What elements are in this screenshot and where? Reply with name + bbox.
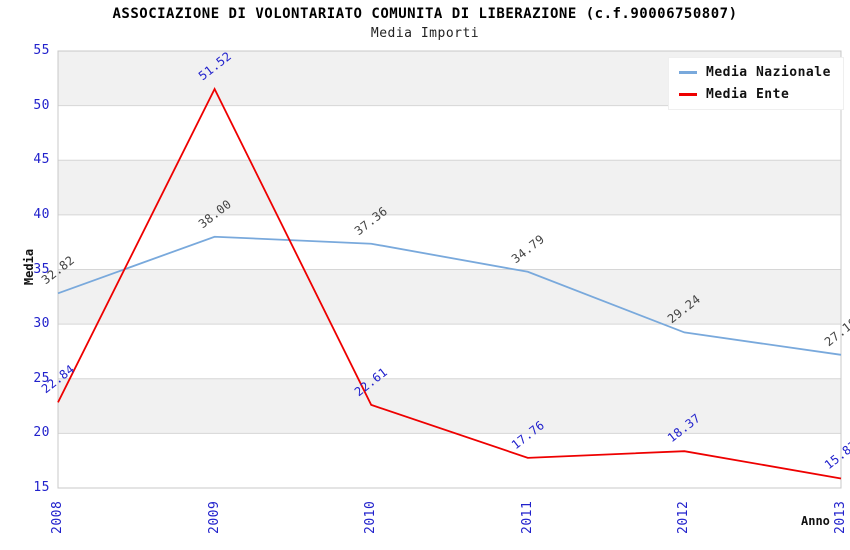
legend-label: Media Nazionale	[706, 65, 831, 80]
x-tick-label: 2012	[676, 500, 692, 534]
chart-title: ASSOCIAZIONE DI VOLONTARIATO COMUNITA DI…	[112, 6, 738, 22]
plot-band	[58, 160, 841, 215]
y-tick-label: 25	[33, 370, 50, 386]
x-tick-label: 2010	[363, 500, 379, 534]
y-tick-label: 20	[33, 425, 50, 441]
y-axis-title: Media	[22, 248, 36, 286]
x-tick-label: 2009	[206, 500, 222, 534]
plot-band	[58, 214, 841, 270]
plot-border	[57, 50, 842, 489]
series-line-media-nazionale	[57, 235, 842, 356]
y-tick-label: 30	[33, 316, 50, 332]
y-tick-label: 15	[33, 480, 50, 495]
x-axis-title: Anno	[801, 514, 830, 528]
y-tick-label: 35	[33, 261, 50, 277]
x-tick-label: 2008	[50, 500, 65, 534]
legend-swatch-icon	[679, 93, 697, 96]
chart-legend: Media Nazionale Media Ente	[668, 57, 844, 110]
y-tick-label: 55	[33, 43, 50, 58]
plot-band	[58, 105, 841, 161]
plot-band	[58, 433, 841, 488]
plot-band	[58, 324, 841, 379]
legend-label: Media Ente	[706, 87, 790, 102]
y-tick-label: 45	[33, 152, 50, 168]
legend-swatch-icon	[679, 71, 697, 74]
plot-band	[58, 378, 841, 434]
y-tick-label: 40	[33, 206, 50, 222]
y-tick-label: 50	[33, 97, 50, 113]
x-tick-label: 2013	[833, 500, 848, 534]
chart-subtitle: Media Importi	[370, 26, 480, 41]
legend-item: Media Nazionale	[679, 65, 831, 80]
series-line-media-ente	[57, 86, 842, 480]
x-tick-label: 2011	[519, 500, 535, 534]
plot-band	[58, 269, 841, 325]
legend-item: Media Ente	[679, 87, 831, 102]
